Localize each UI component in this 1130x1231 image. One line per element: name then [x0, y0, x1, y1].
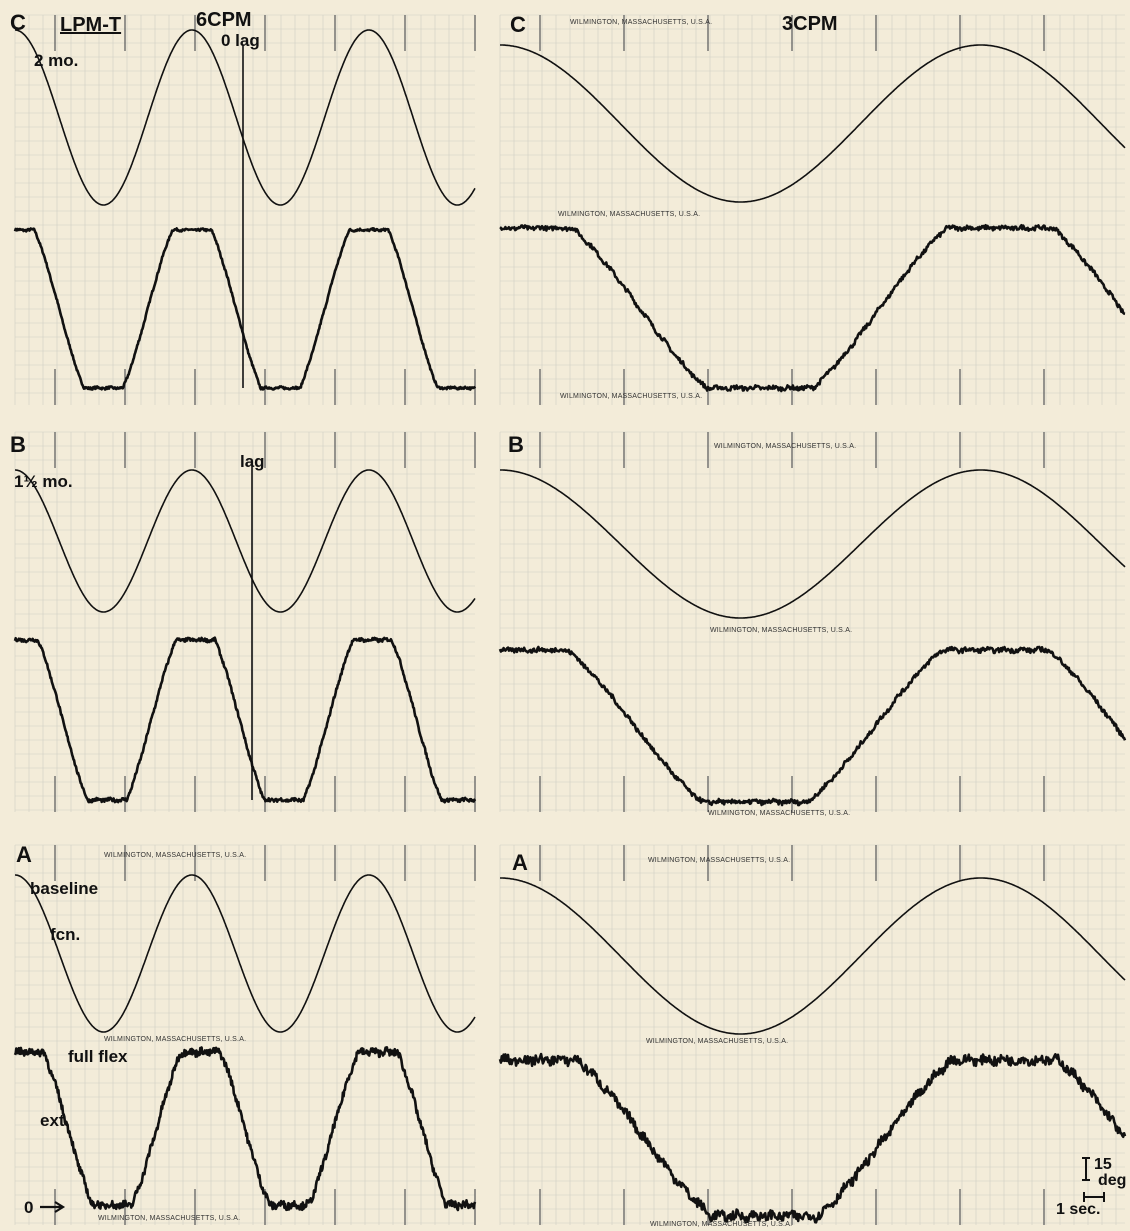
chart-paper-grid	[499, 431, 1125, 812]
labels: C LPM-T 6CPM 2 mo. 0 lag C 3CPM B 1½ mo.…	[10, 9, 1126, 1228]
panels	[13, 14, 1127, 1225]
time-scale-icon	[1083, 1192, 1105, 1202]
paper-imprint-c-right-bottom: WILMINGTON, MASSACHUSETTS, U.S.A.	[560, 393, 702, 400]
response-trace	[498, 1052, 1127, 1224]
panel-b-left	[13, 431, 477, 812]
stimulus-trace	[14, 874, 476, 1033]
lag-annotation-c: 0 lag	[221, 31, 260, 50]
paper-imprint-b-right-mid: WILMINGTON, MASSACHUSETTS, U.S.A.	[710, 627, 852, 634]
fcn-label: fcn.	[50, 925, 80, 944]
panel-a-left	[13, 844, 477, 1225]
panel-letter-c-left: C	[10, 10, 26, 35]
zero-arrow-icon	[40, 1201, 66, 1213]
paper-imprint-c-right-top: WILMINGTON, MASSACHUSETTS, U.S.A.	[570, 19, 712, 26]
stimulus-trace	[500, 44, 1126, 203]
chart-paper-grid	[14, 431, 476, 812]
response-trace	[13, 227, 477, 391]
frequency-label-left: 6CPM	[196, 9, 252, 31]
chart-paper-grid	[14, 14, 476, 405]
panel-letter-a-left: A	[16, 842, 32, 867]
panel-letter-c-right: C	[510, 12, 526, 37]
chart-paper-grid	[499, 844, 1125, 1225]
lag-annotation-b: lag	[240, 452, 265, 471]
paper-imprints: WILMINGTON, MASSACHUSETTS, U.S.A. WILMIN…	[98, 19, 856, 1228]
frequency-label-right: 3CPM	[782, 13, 838, 35]
response-trace	[13, 636, 477, 804]
panel-c-left	[13, 14, 477, 405]
panel-b-right	[498, 431, 1127, 812]
paper-imprint-a-left-bottom: WILMINGTON, MASSACHUSETTS, U.S.A.	[98, 1215, 240, 1222]
response-trace	[499, 223, 1126, 393]
stimulus-trace	[14, 469, 476, 613]
scale-bar: 15 deg 1 sec.	[1056, 1156, 1126, 1218]
paper-imprint-b-right-top: WILMINGTON, MASSACHUSETTS, U.S.A.	[714, 443, 856, 450]
paper-imprint-a-right-top: WILMINGTON, MASSACHUSETTS, U.S.A.	[648, 857, 790, 864]
paper-imprint-a-left-top: WILMINGTON, MASSACHUSETTS, U.S.A.	[104, 852, 246, 859]
chart-paper-grid	[499, 14, 1125, 405]
baseline-label: baseline	[30, 879, 98, 898]
paper-imprint-a-left-mid: WILMINGTON, MASSACHUSETTS, U.S.A.	[104, 1036, 246, 1043]
amplitude-unit: deg	[1098, 1172, 1126, 1189]
stimulus-trace	[500, 469, 1126, 619]
age-label-b: 1½ mo.	[14, 472, 73, 491]
panel-letter-b-left: B	[10, 432, 26, 457]
full-flex-label: full flex	[68, 1047, 128, 1066]
time-scale-label: 1 sec.	[1056, 1201, 1100, 1218]
amplitude-scale-icon	[1082, 1157, 1090, 1181]
panel-c-right	[499, 14, 1126, 405]
response-trace	[13, 1046, 477, 1212]
paper-imprint-b-right-bottom: WILMINGTON, MASSACHUSETTS, U.S.A.	[708, 810, 850, 817]
chart-paper-grid	[14, 844, 476, 1225]
paper-imprint-a-right-mid: WILMINGTON, MASSACHUSETTS, U.S.A.	[646, 1038, 788, 1045]
subject-label: LPM-T	[60, 14, 121, 36]
panel-letter-b-right: B	[508, 432, 524, 457]
stimulus-trace	[500, 877, 1126, 1035]
panel-letter-a-right: A	[512, 850, 528, 875]
stimulus-trace	[14, 29, 476, 206]
response-trace	[498, 645, 1127, 807]
paper-imprint-a-right-bottom: WILMINGTON, MASSACHUSETTS, U.S.A.	[650, 1221, 792, 1228]
zero-label: 0	[24, 1198, 33, 1217]
extension-label: ext.	[40, 1111, 69, 1130]
panel-a-right	[498, 844, 1127, 1225]
amplitude-value: 15	[1094, 1156, 1112, 1173]
age-label-c: 2 mo.	[34, 51, 78, 70]
paper-imprint-c-right-mid: WILMINGTON, MASSACHUSETTS, U.S.A.	[558, 211, 700, 218]
